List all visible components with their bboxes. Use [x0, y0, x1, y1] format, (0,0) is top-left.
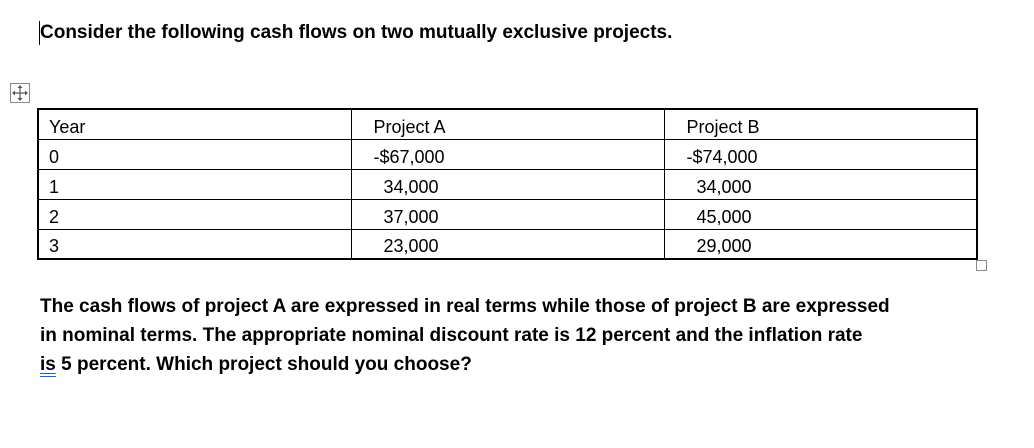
table-header-row: Year Project A Project B [37, 108, 978, 140]
cell-project-b[interactable]: 34,000 [663, 168, 978, 200]
paragraph-line-3: 5 percent. Which project should you choo… [55, 354, 472, 375]
table-row: 1 34,000 34,000 [37, 168, 978, 200]
header-project-a[interactable]: Project A [350, 108, 665, 140]
paragraph-line-1: The cash flows of project A are expresse… [40, 296, 890, 317]
cell-year[interactable]: 3 [37, 228, 352, 260]
header-year[interactable]: Year [37, 108, 352, 140]
cell-year[interactable]: 2 [37, 198, 352, 230]
table-move-handle[interactable] [10, 83, 30, 103]
move-arrows-icon [12, 85, 28, 101]
table-resize-handle[interactable] [976, 260, 987, 271]
cell-project-b[interactable]: -$74,000 [663, 138, 978, 170]
table-row: 0 -$67,000 -$74,000 [37, 138, 978, 170]
cell-project-b[interactable]: 29,000 [663, 228, 978, 260]
cell-year[interactable]: 0 [37, 138, 352, 170]
paragraph-line-2: in nominal terms. The appropriate nomina… [40, 325, 863, 346]
cell-project-b[interactable]: 45,000 [663, 198, 978, 230]
cell-project-a[interactable]: 23,000 [350, 228, 665, 260]
grammar-flagged-word[interactable]: is [40, 354, 56, 375]
cell-year[interactable]: 1 [37, 168, 352, 200]
cell-project-a[interactable]: -$67,000 [350, 138, 665, 170]
question-heading: Consider the following cash flows on two… [40, 22, 673, 43]
table-row: 3 23,000 29,000 [37, 228, 978, 260]
text-cursor [39, 21, 40, 45]
table-row: 2 37,000 45,000 [37, 198, 978, 230]
cell-project-a[interactable]: 34,000 [350, 168, 665, 200]
question-paragraph: The cash flows of project A are expresse… [40, 292, 1000, 379]
cell-project-a[interactable]: 37,000 [350, 198, 665, 230]
cash-flow-table[interactable]: Year Project A Project B 0 -$67,000 -$74… [37, 108, 978, 260]
header-project-b[interactable]: Project B [663, 108, 978, 140]
